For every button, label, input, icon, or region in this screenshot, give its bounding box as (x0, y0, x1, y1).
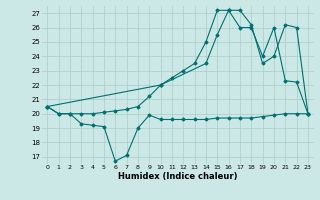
X-axis label: Humidex (Indice chaleur): Humidex (Indice chaleur) (118, 172, 237, 181)
